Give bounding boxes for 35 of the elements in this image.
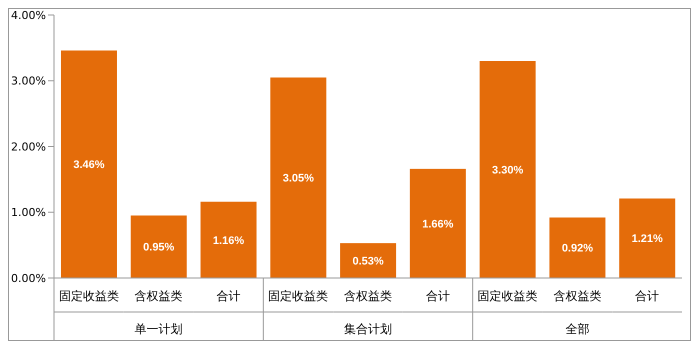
x-tick-label: 含权益类: [344, 289, 392, 303]
x-tick-label: 合计: [635, 289, 660, 303]
bar: [130, 216, 187, 278]
x-tick-label: 合计: [216, 289, 240, 303]
data-label: 3.30%: [492, 164, 524, 176]
x-tick-label: 固定收益类: [58, 289, 119, 303]
data-label: 1.21%: [632, 233, 664, 246]
data-label: 0.95%: [143, 242, 175, 254]
bar: [200, 202, 257, 278]
y-tick-label: 1.00%: [11, 206, 46, 220]
x-tick-label: 合计: [426, 289, 450, 303]
bar: [410, 168, 466, 278]
bar: [60, 50, 117, 278]
x-tick-label: 含权益类: [134, 289, 183, 303]
data-label: 0.53%: [352, 255, 384, 268]
data-label: 1.66%: [422, 218, 454, 230]
data-label: 3.05%: [282, 172, 314, 185]
data-label: 1.16%: [212, 234, 244, 247]
data-label: 0.92%: [562, 242, 594, 255]
y-tick-label: 2.00%: [11, 140, 46, 154]
x-tick-label: 固定收益类: [478, 289, 538, 303]
text: 单一计划: [134, 322, 183, 336]
x-tick-label: 固定收益类: [268, 289, 328, 303]
y-tick-label: 4.00%: [11, 8, 46, 22]
bar: [340, 243, 396, 278]
bar: [619, 198, 676, 278]
text: 全部: [565, 322, 590, 336]
bar: [270, 77, 326, 278]
data-label: 3.46%: [73, 159, 105, 172]
bar: [549, 218, 606, 278]
text: 集合计划: [344, 322, 392, 336]
y-tick-label: 0.00%: [11, 272, 46, 285]
x-tick-label: 含权益类: [553, 289, 602, 303]
bar: [480, 61, 536, 278]
y-tick-label: 3.00%: [11, 74, 46, 88]
